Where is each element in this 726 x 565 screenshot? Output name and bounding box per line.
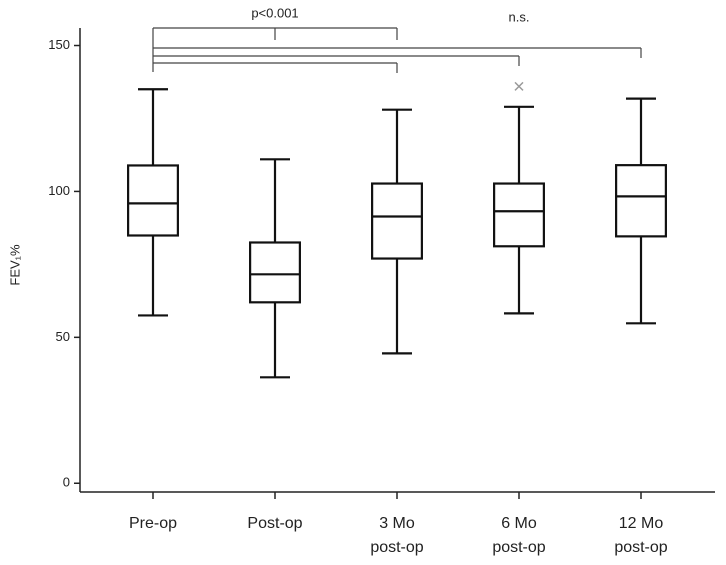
y-tick-label: 50: [56, 329, 70, 344]
box: [127, 164, 179, 237]
y-tick-label: 0: [63, 475, 70, 490]
x-tick-label: Pre-op: [129, 515, 177, 532]
y-axis-label: FEV₁%: [7, 244, 22, 286]
y-tick-label: 100: [48, 183, 70, 198]
x-tick-label: 3 Mo post-op: [370, 515, 423, 556]
y-tick-label: 150: [48, 37, 70, 52]
x-tick-label: Post-op: [247, 515, 302, 532]
box: [615, 164, 667, 238]
box: [249, 241, 301, 304]
x-tick-label: 12 Mo post-op: [614, 515, 667, 556]
annotation: n.s.: [509, 9, 530, 24]
box: [371, 182, 423, 260]
outlier-stroke: [514, 81, 524, 91]
x-tick-label: 6 Mo post-op: [492, 515, 545, 556]
outlier: [514, 81, 524, 91]
annotation: p<0.001: [251, 5, 298, 20]
box: [493, 182, 545, 248]
